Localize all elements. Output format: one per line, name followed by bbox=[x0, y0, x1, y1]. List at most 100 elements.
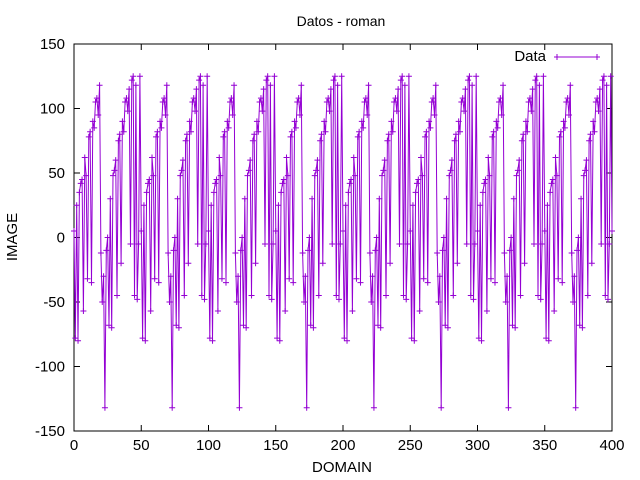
data-point bbox=[178, 167, 185, 174]
data-point bbox=[412, 189, 419, 196]
data-point bbox=[384, 137, 391, 144]
data-point bbox=[595, 108, 602, 115]
data-point bbox=[569, 299, 576, 305]
data-point bbox=[354, 133, 361, 140]
data-point bbox=[474, 228, 481, 235]
data-point bbox=[135, 240, 142, 247]
data-point bbox=[555, 275, 562, 282]
data-point bbox=[579, 324, 586, 331]
data-point bbox=[228, 95, 235, 102]
data-point bbox=[594, 95, 601, 102]
data-point bbox=[607, 73, 614, 80]
data-point bbox=[407, 228, 414, 235]
data-point bbox=[545, 337, 552, 344]
data-point bbox=[212, 180, 219, 187]
data-point bbox=[224, 118, 231, 125]
data-point bbox=[436, 273, 443, 280]
data-point bbox=[295, 95, 302, 102]
data-point bbox=[205, 228, 212, 235]
data-point bbox=[549, 176, 556, 183]
data-point bbox=[188, 128, 195, 135]
data-point bbox=[600, 73, 607, 80]
data-point bbox=[528, 108, 535, 115]
data-point bbox=[560, 118, 567, 125]
data-point bbox=[276, 337, 283, 344]
data-point bbox=[100, 273, 107, 280]
data-point bbox=[473, 73, 480, 80]
plot-area bbox=[71, 73, 615, 411]
data-point bbox=[124, 108, 131, 115]
data-point bbox=[537, 296, 544, 303]
data-point bbox=[508, 234, 515, 241]
data-point bbox=[459, 95, 466, 102]
data-point bbox=[179, 157, 186, 164]
data-point bbox=[391, 99, 398, 106]
data-point bbox=[567, 82, 574, 89]
data-point bbox=[329, 240, 336, 247]
data-point bbox=[197, 73, 204, 80]
data-point bbox=[114, 292, 121, 299]
data-point bbox=[602, 292, 609, 299]
data-point bbox=[435, 299, 442, 305]
chart-title: Datos - roman bbox=[297, 13, 386, 29]
x-tick-label: 50 bbox=[133, 437, 150, 454]
data-point bbox=[123, 95, 130, 102]
data-point bbox=[349, 308, 356, 315]
data-point bbox=[326, 108, 333, 115]
data-point bbox=[426, 118, 433, 125]
data-point bbox=[272, 228, 279, 235]
data-point bbox=[229, 111, 236, 118]
data-point bbox=[177, 172, 184, 179]
data-point bbox=[372, 247, 379, 254]
data-point bbox=[214, 308, 221, 315]
data-point bbox=[450, 292, 457, 299]
data-point bbox=[150, 172, 157, 179]
data-point bbox=[134, 296, 141, 303]
data-point bbox=[237, 247, 244, 254]
data-point bbox=[112, 157, 119, 164]
data-point bbox=[239, 234, 246, 241]
data-point bbox=[288, 128, 295, 135]
data-point bbox=[270, 240, 277, 247]
data-point bbox=[393, 108, 400, 115]
data-point bbox=[181, 292, 188, 299]
x-tick-label: 100 bbox=[196, 437, 221, 454]
data-point bbox=[286, 275, 293, 282]
data-point bbox=[153, 133, 160, 140]
data-point bbox=[584, 292, 591, 299]
data-point bbox=[526, 95, 533, 102]
data-point bbox=[576, 322, 583, 329]
data-point bbox=[366, 249, 373, 256]
data-point bbox=[220, 133, 227, 140]
data-point bbox=[240, 322, 247, 329]
data-point bbox=[399, 73, 406, 80]
data-point bbox=[496, 99, 503, 106]
data-point bbox=[173, 322, 180, 329]
data-point bbox=[261, 240, 268, 247]
data-point bbox=[151, 275, 158, 282]
data-point bbox=[209, 337, 216, 344]
data-point bbox=[126, 86, 133, 93]
data-point bbox=[405, 73, 412, 80]
data-point bbox=[458, 99, 465, 106]
legend-label: Data bbox=[514, 48, 546, 65]
data-point bbox=[157, 118, 164, 125]
data-point bbox=[572, 404, 579, 411]
data-point bbox=[420, 275, 427, 282]
data-point bbox=[118, 260, 125, 267]
data-point bbox=[587, 131, 594, 138]
data-point bbox=[119, 118, 126, 125]
data-point bbox=[251, 131, 258, 138]
data-point bbox=[556, 133, 563, 140]
data-point bbox=[323, 99, 330, 106]
data-point bbox=[590, 118, 597, 125]
data-point bbox=[500, 82, 507, 89]
data-point bbox=[83, 172, 90, 179]
data-point bbox=[356, 128, 363, 135]
data-point bbox=[383, 292, 390, 299]
data-point bbox=[583, 157, 590, 164]
data-point bbox=[352, 172, 359, 179]
data-point bbox=[385, 131, 392, 138]
data-point bbox=[457, 128, 464, 135]
data-point bbox=[95, 111, 102, 118]
